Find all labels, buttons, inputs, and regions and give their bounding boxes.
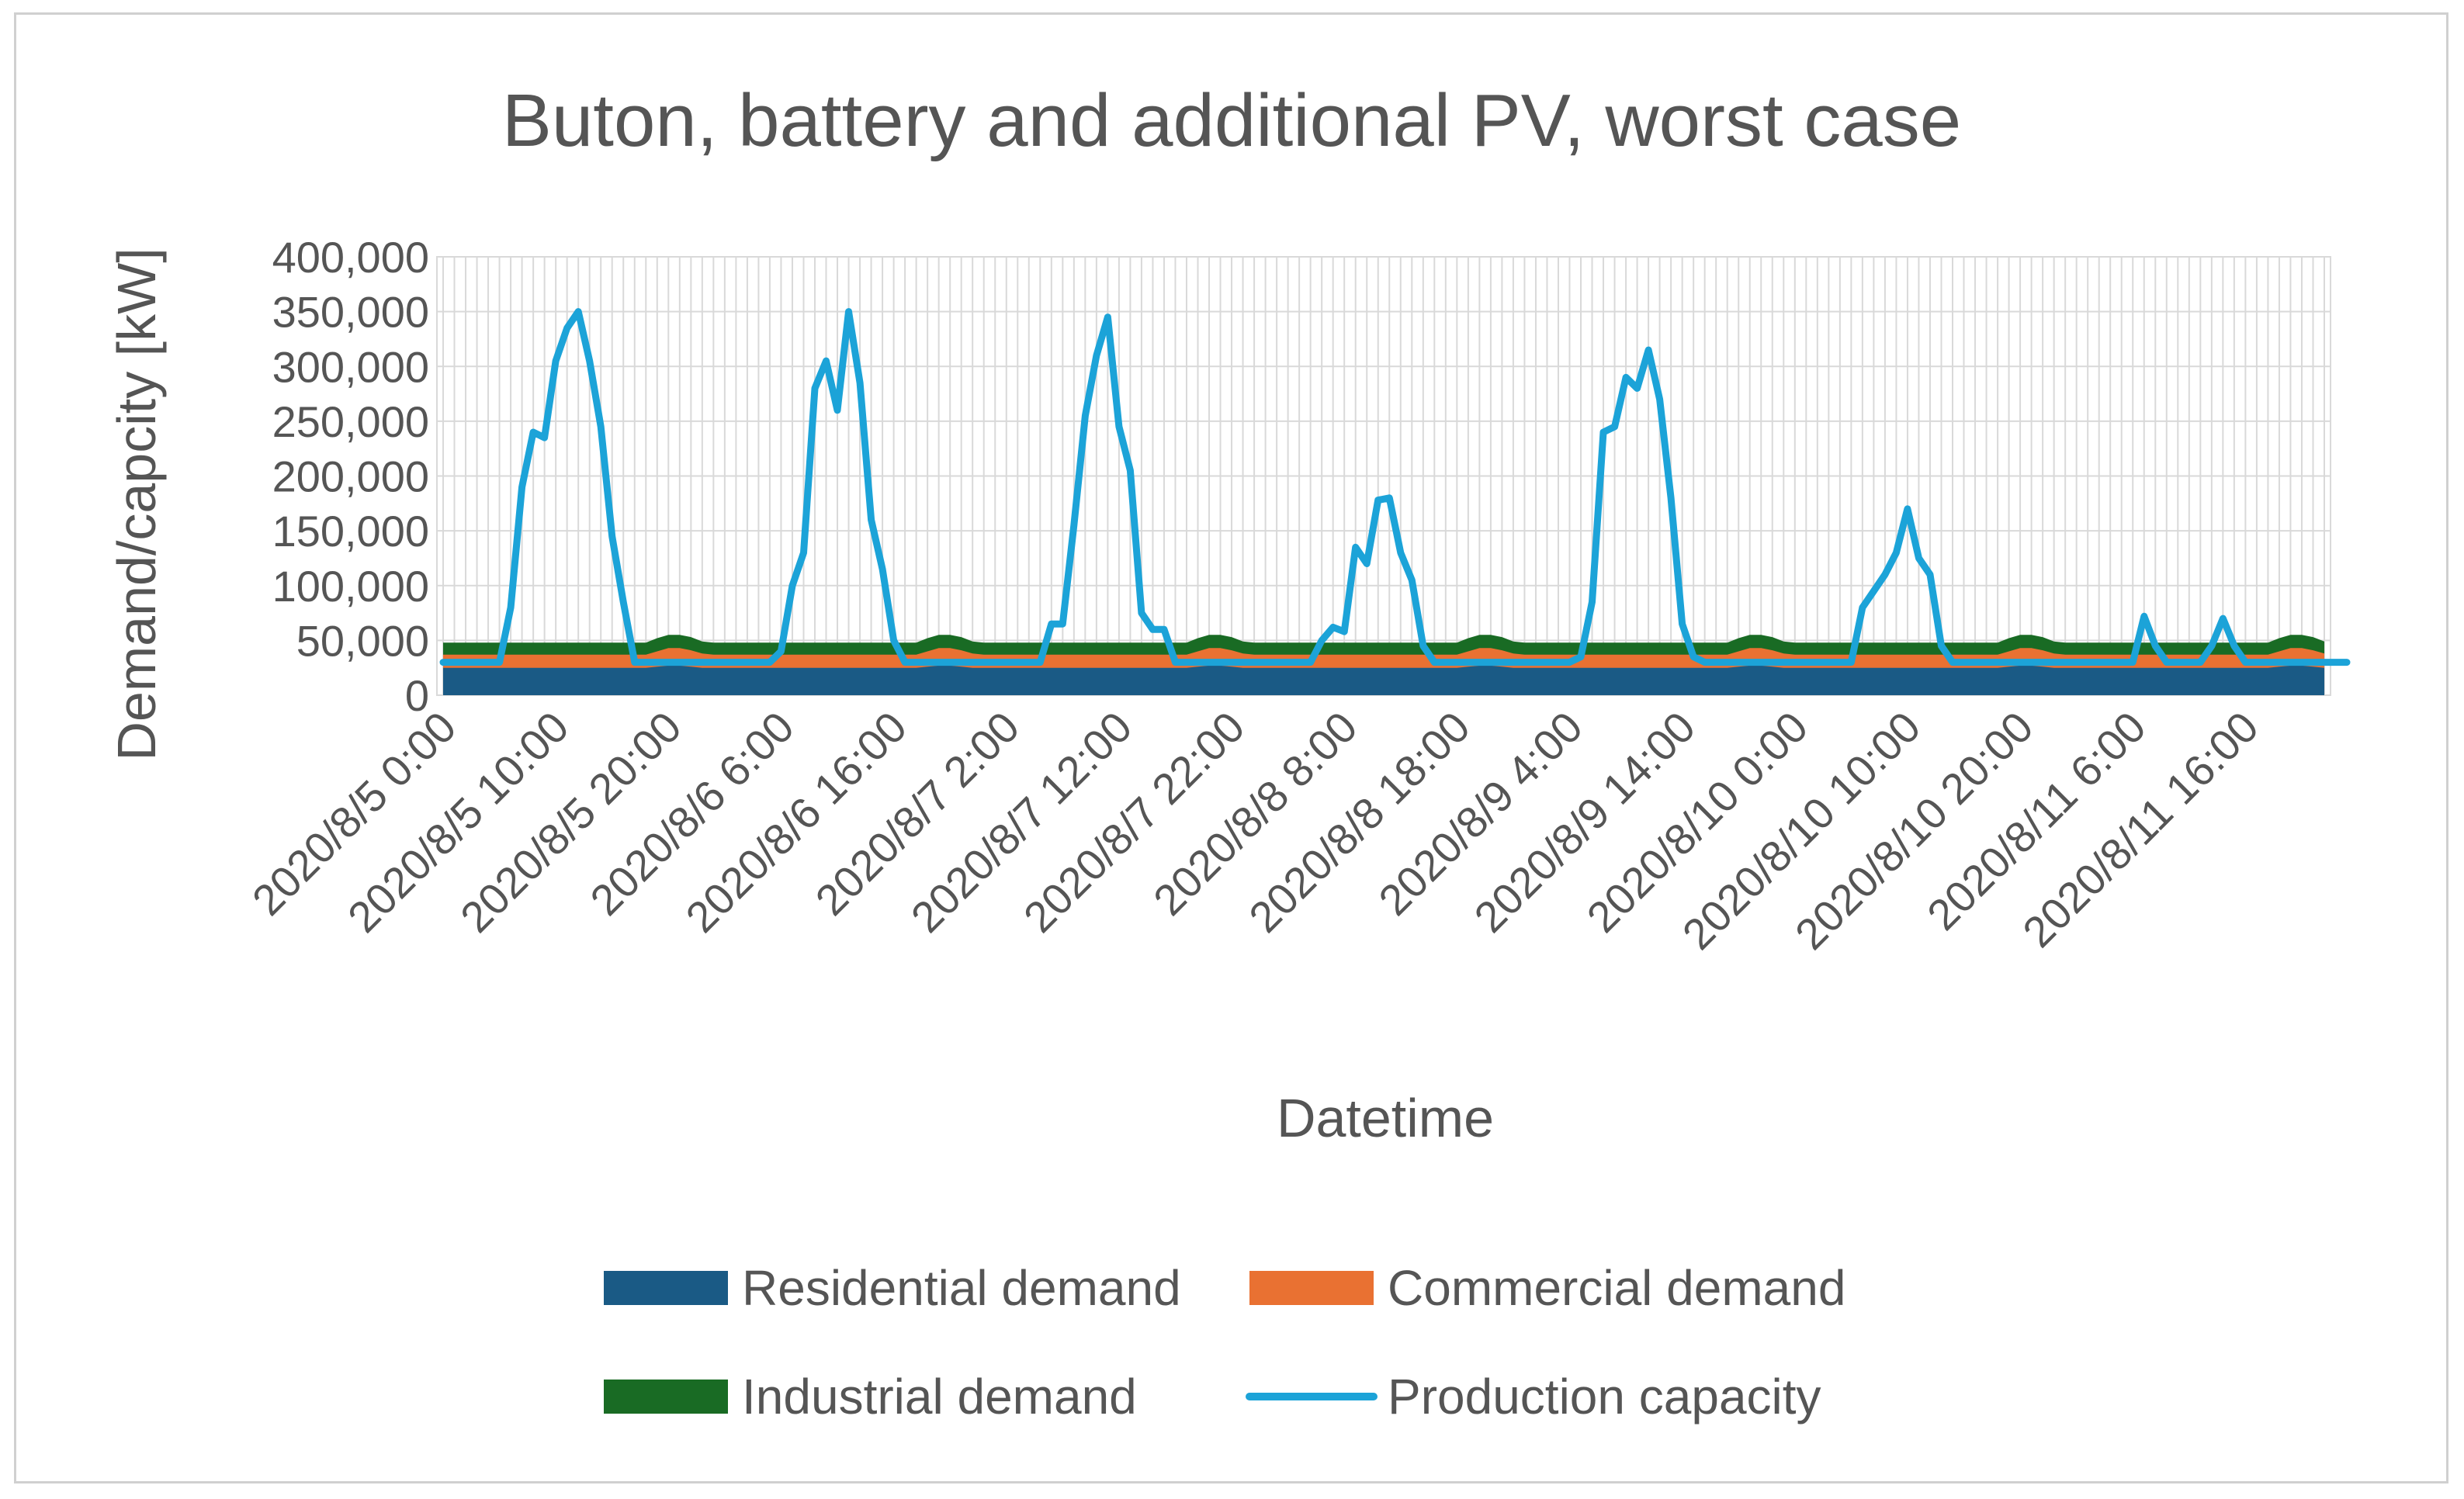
legend: Residential demand Commercial demand Indus… <box>604 1260 1845 1425</box>
legend-item-industrial-demand: Industrial demand <box>604 1369 1137 1425</box>
legend-swatch <box>1249 1271 1374 1305</box>
y-tick-label: 400,000 <box>272 233 429 282</box>
area-residential-demand <box>443 665 2324 695</box>
y-tick-label: 350,000 <box>272 288 429 337</box>
line-series <box>439 308 2351 666</box>
chart-title: Buton, battery and additional PV, worst … <box>502 79 1961 162</box>
legend-label: Industrial demand <box>742 1369 1137 1425</box>
y-tick-label: 150,000 <box>272 507 429 556</box>
legend-item-residential-demand: Residential demand <box>604 1260 1181 1316</box>
legend-item-production-capacity: Production capacity <box>1246 1369 1821 1425</box>
line-production-capacity <box>439 308 2351 666</box>
y-axis-title: Demand/capcity [kW] <box>106 248 167 760</box>
legend-label: Production capacity <box>1388 1369 1821 1425</box>
y-tick-label: 50,000 <box>296 616 429 665</box>
y-axis-ticks: 400,000 350,000 300,000 250,000 200,000 150,0… <box>272 233 429 720</box>
y-tick-label: 0 <box>405 671 429 720</box>
legend-label: Residential demand <box>742 1260 1181 1316</box>
y-tick-label: 300,000 <box>272 342 429 391</box>
legend-swatch <box>604 1271 728 1305</box>
legend-swatch <box>604 1380 728 1414</box>
legend-label: Commercial demand <box>1388 1260 1845 1316</box>
y-tick-label: 100,000 <box>272 562 429 611</box>
y-tick-label: 250,000 <box>272 397 429 446</box>
x-axis-title: Datetime <box>1277 1088 1494 1148</box>
legend-item-commercial-demand: Commercial demand <box>1249 1260 1845 1316</box>
y-tick-label: 200,000 <box>272 452 429 501</box>
